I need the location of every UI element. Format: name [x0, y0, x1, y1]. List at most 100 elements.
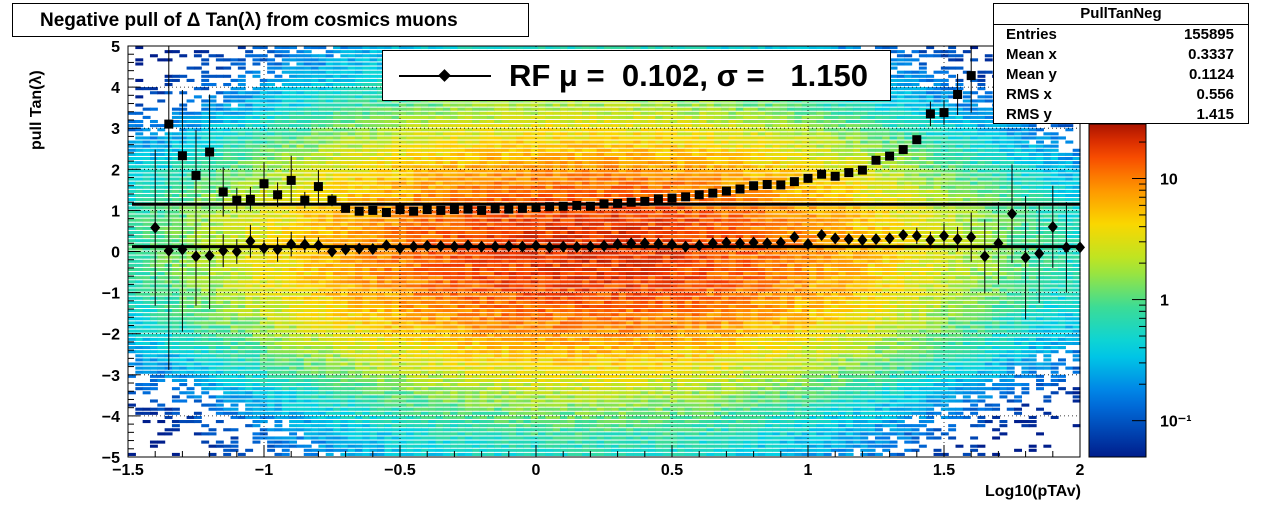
heatmap-cell — [193, 66, 202, 70]
heatmap-cell — [347, 156, 356, 161]
heatmap-cell — [464, 156, 473, 161]
heatmap-cell — [347, 239, 356, 243]
heatmap-cell — [362, 119, 371, 124]
heatmap-cell — [369, 411, 378, 415]
heatmap-cell — [215, 235, 224, 239]
heatmap-cell — [267, 148, 276, 152]
heatmap-cell — [215, 444, 224, 448]
heatmap-cell — [171, 366, 180, 370]
heatmap-cell — [325, 185, 334, 189]
heatmap-cell — [259, 411, 268, 415]
heatmap-cell — [398, 329, 407, 333]
heatmap-cell — [311, 284, 319, 288]
heatmap-cell — [428, 284, 437, 288]
heatmap-cell — [157, 169, 166, 173]
heatmap-cell — [171, 292, 180, 296]
heatmap-cell — [413, 156, 422, 161]
heatmap-cell — [171, 387, 180, 391]
heatmap-cell — [486, 354, 495, 358]
heatmap-cell — [413, 263, 422, 267]
heatmap-cell — [252, 407, 261, 411]
heatmap-cell — [333, 95, 341, 99]
heatmap-cell — [384, 378, 393, 382]
heatmap-cell — [201, 132, 210, 136]
heatmap-cell — [376, 448, 385, 452]
heatmap-cell — [479, 366, 488, 370]
heatmap-cell — [274, 313, 283, 317]
heatmap-cell — [289, 255, 298, 259]
heatmap-cell — [325, 383, 334, 387]
heatmap-cell — [325, 333, 334, 337]
heatmap-cell — [450, 391, 459, 395]
heatmap-cell — [435, 387, 444, 391]
heatmap-cell — [325, 165, 334, 169]
heatmap-cell — [325, 230, 334, 235]
heatmap-cell — [369, 239, 378, 243]
heatmap-cell — [171, 255, 180, 259]
heatmap-cell — [289, 66, 298, 70]
heatmap-cell — [311, 198, 319, 202]
heatmap-cell — [369, 387, 378, 391]
heatmap-cell — [223, 111, 232, 115]
heatmap-cell — [398, 107, 407, 111]
heatmap-cell — [281, 230, 290, 235]
heatmap-cell — [149, 411, 158, 415]
heatmap-cell — [442, 181, 451, 185]
heatmap-cell — [340, 144, 349, 148]
heatmap-cell — [186, 230, 195, 235]
heatmap-cell — [398, 354, 407, 358]
heatmap-cell — [376, 284, 385, 288]
heatmap-cell — [428, 383, 437, 387]
heatmap-cell — [464, 370, 473, 374]
heatmap-cell — [267, 329, 276, 333]
heatmap-cell — [398, 280, 407, 284]
heatmap-cell — [325, 111, 334, 115]
heatmap-cell — [406, 239, 415, 243]
heatmap-cell — [508, 411, 517, 415]
heatmap-cell — [303, 300, 312, 304]
heatmap-cell — [274, 185, 283, 189]
heatmap-cell — [325, 304, 334, 309]
heatmap-cell — [267, 239, 276, 243]
heatmap-cell — [406, 387, 415, 391]
heatmap-cell — [230, 350, 239, 354]
heatmap-cell — [501, 370, 510, 374]
heatmap-cell — [472, 395, 481, 399]
heatmap-cell — [369, 218, 378, 222]
heatmap-cell — [523, 366, 532, 370]
heatmap-cell — [494, 111, 503, 115]
heatmap-cell — [311, 144, 319, 148]
heatmap-cell — [245, 119, 254, 124]
heatmap-cell — [171, 407, 180, 411]
heatmap-cell — [259, 95, 268, 99]
heatmap-cell — [369, 165, 378, 169]
heatmap-cell — [362, 313, 371, 317]
heatmap-cell — [142, 288, 151, 292]
heatmap-cell — [135, 169, 144, 173]
heatmap-cell — [311, 370, 319, 374]
heatmap-cell — [420, 235, 429, 239]
heatmap-cell — [230, 239, 239, 243]
heatmap-cell — [479, 255, 488, 259]
heatmap-cell — [223, 148, 232, 152]
heatmap-cell — [157, 317, 166, 321]
heatmap-cell — [274, 329, 283, 333]
heatmap-cell — [486, 378, 495, 382]
heatmap-cell — [494, 378, 503, 382]
heatmap-cell — [252, 111, 261, 115]
heatmap-cell — [494, 218, 503, 222]
heatmap-cell — [435, 354, 444, 358]
heatmap-cell — [494, 267, 503, 272]
heatmap-cell — [171, 325, 180, 329]
heatmap-cell — [355, 272, 363, 276]
heatmap-cell — [450, 226, 459, 230]
heatmap-cell — [508, 420, 517, 424]
heatmap-cell — [391, 321, 400, 325]
heatmap-cell — [281, 152, 290, 156]
heatmap-cell — [318, 428, 327, 432]
heatmap-cell — [237, 152, 246, 156]
heatmap-cell — [420, 432, 429, 436]
heatmap-cell — [179, 337, 188, 341]
heatmap-cell — [428, 366, 437, 370]
heatmap-cell — [142, 152, 151, 156]
